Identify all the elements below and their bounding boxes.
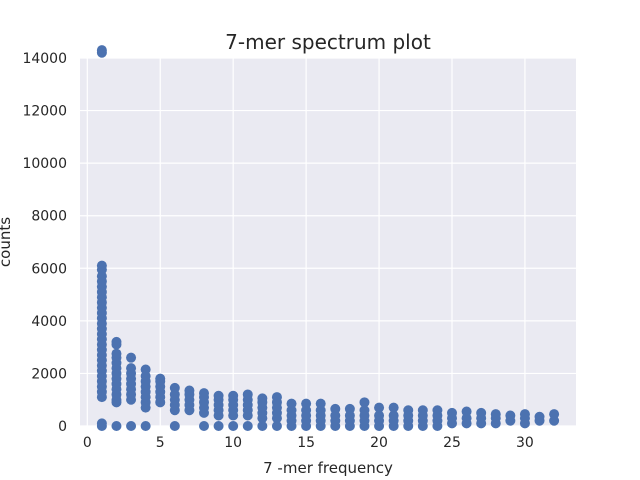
data-point [96,45,107,56]
y-tick-label: 12000 [22,104,67,120]
data-point [169,421,180,431]
data-point [359,397,370,408]
data-point [96,260,107,271]
data-point [417,405,428,416]
data-points [96,45,560,431]
plot-background [80,58,576,426]
y-axis-label: counts [0,217,14,267]
data-point [549,409,560,420]
data-point [242,389,253,400]
y-tick-label: 10000 [22,156,67,172]
data-point [315,398,326,409]
data-point [199,421,209,431]
data-point [534,411,545,422]
data-point [126,421,137,431]
data-point [140,421,151,431]
data-point [140,364,151,375]
data-point [461,406,472,417]
data-point [359,405,370,416]
data-point [271,392,282,403]
data-point [169,382,180,393]
y-tick-labels: 0 2000 4000 6000 8000 10000 12000 14000 [22,51,67,435]
data-point [403,405,414,416]
data-point [286,398,297,409]
x-tick-label: 20 [370,435,388,451]
data-point [184,385,195,396]
data-point [242,421,253,431]
data-point [228,390,239,401]
data-point [213,390,224,401]
x-tick-label: 5 [156,435,165,451]
x-axis-label: 7 -mer frequency [263,459,393,477]
data-point [374,410,385,421]
data-point [344,403,355,414]
data-point [374,402,385,413]
data-point [96,418,107,429]
data-point [388,402,399,413]
y-tick-label: 4000 [31,314,67,330]
chart-title: 7-mer spectrum plot [225,30,431,54]
data-point [126,352,137,363]
data-point [155,373,166,384]
data-point [199,388,209,399]
data-point [447,407,457,418]
x-tick-label: 30 [516,435,534,451]
x-tick-label: 25 [443,435,461,451]
data-point [432,405,443,416]
y-tick-label: 8000 [31,209,67,225]
data-point [257,393,268,404]
data-point [257,421,268,431]
y-tick-label: 14000 [22,51,67,67]
data-point [111,421,122,431]
data-point [301,398,312,409]
data-point [476,407,487,418]
x-tick-label: 0 [83,435,92,451]
data-point [228,421,239,431]
data-point [490,409,501,420]
data-point [111,348,122,359]
data-point [519,409,530,420]
data-point [213,421,224,431]
x-tick-labels: 0 5 10 15 20 25 30 [83,435,534,451]
data-point [111,336,122,347]
x-tick-label: 15 [297,435,315,451]
data-point [271,421,282,431]
data-point [330,403,341,414]
data-point [505,410,516,421]
y-tick-label: 6000 [31,261,67,277]
x-tick-label: 10 [224,435,242,451]
y-tick-label: 2000 [31,366,67,382]
y-tick-label: 0 [58,419,67,435]
data-point [388,410,399,421]
grid [80,57,576,427]
data-point [126,363,137,374]
